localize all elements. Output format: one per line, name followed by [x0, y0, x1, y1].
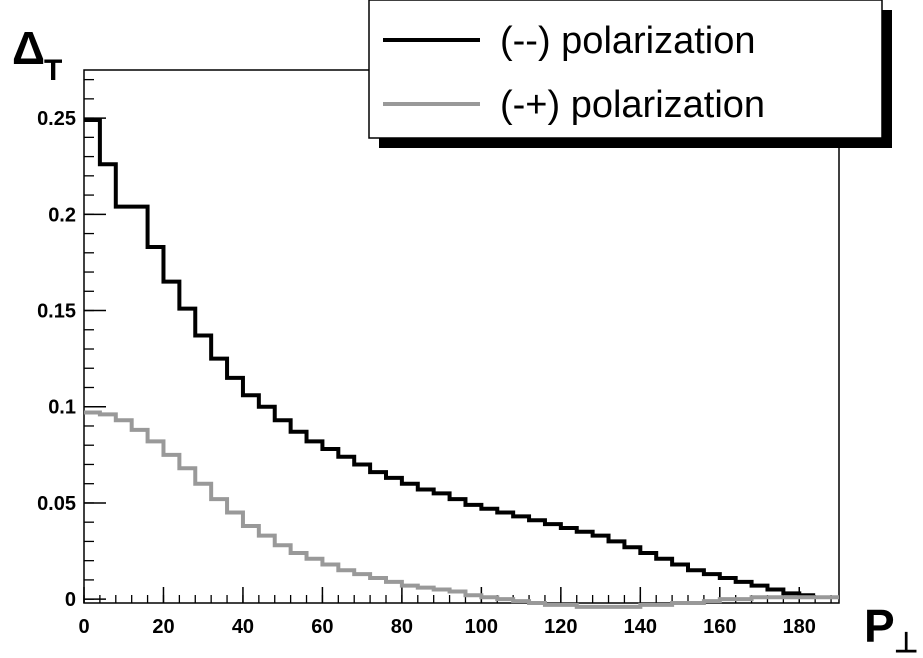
x-tick-label: 140 — [624, 616, 657, 638]
series-minus-plus-line — [84, 410, 839, 609]
y-axis-title-subscript: T — [44, 54, 62, 87]
x-tick-label: 20 — [152, 616, 174, 638]
x-tick-label: 60 — [311, 616, 333, 638]
x-tick-label: 160 — [703, 616, 736, 638]
legend: (--) polarization (-+) polarization — [368, 0, 892, 148]
x-tick-label: 100 — [465, 616, 498, 638]
legend-label-minus-minus: (--) polarization — [500, 20, 756, 62]
y-tick-label: 0.25 — [37, 108, 76, 130]
x-tick-label: 120 — [544, 616, 577, 638]
x-axis-title: P — [864, 600, 895, 652]
x-axis-title-symbol: ⊥ — [894, 627, 918, 658]
y-tick-label: 0.1 — [48, 397, 76, 419]
tick-labels: 0 20 40 60 80 100 120 140 160 180 0 0.05 0.1 0.15 0.2 0… — [37, 108, 816, 638]
y-tick-label: 0 — [65, 589, 76, 611]
y-tick-label: 0.05 — [37, 493, 76, 515]
legend-box — [368, 0, 883, 139]
y-tick-label: 0.2 — [48, 204, 76, 226]
y-axis-title: Δ — [12, 22, 45, 74]
legend-label-minus-plus: (-+) polarization — [500, 84, 765, 126]
x-tick-label: 180 — [783, 616, 816, 638]
x-tick-label: 80 — [391, 616, 413, 638]
series-minus-minus-line — [84, 118, 816, 598]
y-tick-label: 0.15 — [37, 301, 76, 323]
x-tick-label: 0 — [78, 616, 89, 638]
x-tick-label: 40 — [232, 616, 254, 638]
series-layer — [84, 118, 839, 609]
